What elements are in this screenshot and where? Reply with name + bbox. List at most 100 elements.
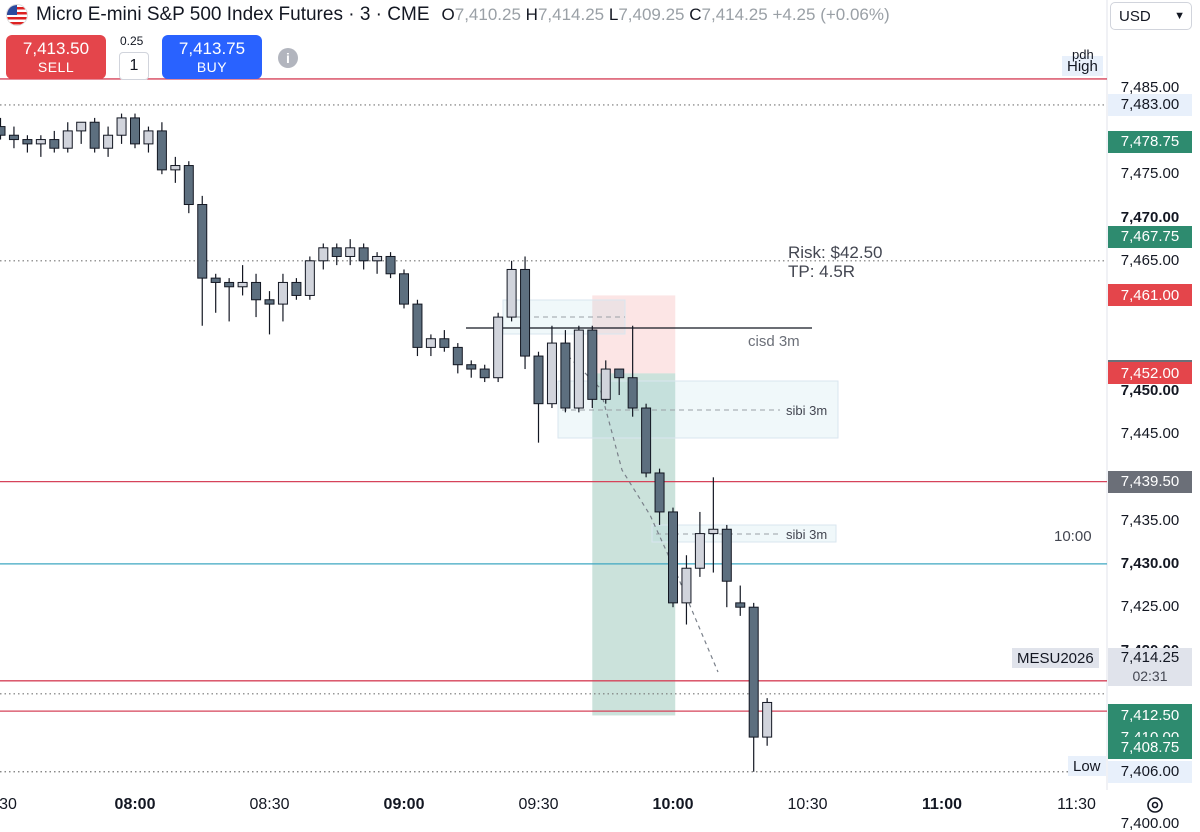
candle-body-44	[587, 329, 598, 400]
candle-body-9	[116, 117, 127, 136]
candle-body-14	[183, 165, 194, 206]
price-tick-label: 7,435.00	[1120, 511, 1180, 529]
gear-icon[interactable]	[1145, 795, 1165, 815]
candle-body-40	[533, 355, 544, 405]
candle-body-56	[748, 606, 759, 738]
price-tag: 7,408.75	[1108, 736, 1192, 759]
last-price: 7,414.25	[1120, 649, 1180, 666]
candle-body-17	[224, 281, 235, 288]
bar-countdown: 02:31	[1132, 668, 1168, 684]
currency-select[interactable]: USD ▼	[1110, 2, 1192, 30]
candle-body-22	[291, 281, 302, 296]
price-tick-label: 7,430.00	[1120, 554, 1180, 572]
candle-body-15	[197, 204, 208, 279]
candle-body-46	[614, 368, 625, 379]
candle-body-3	[35, 139, 46, 145]
price-tick-label: 7,425.00	[1120, 598, 1180, 616]
us-flag-icon	[6, 4, 28, 26]
time-tick-label: 09:00	[383, 796, 425, 813]
candle-body-49	[654, 472, 665, 513]
buy-button[interactable]: 7,413.75 BUY	[162, 35, 262, 79]
candle-body-19	[251, 281, 262, 301]
candle-body-25	[331, 247, 342, 257]
time-marker-label: 10:00	[1054, 528, 1092, 545]
price-tick-label: 7,450.00	[1120, 381, 1180, 399]
symbol-title[interactable]: Micro E-mini S&P 500 Index Futures · 3 ·…	[36, 4, 430, 25]
tick-size: 0.25	[120, 34, 144, 48]
price-tick-label: 7,470.00	[1120, 208, 1180, 226]
candle-body-21	[277, 281, 288, 305]
sibi-label-lower: sibi 3m	[786, 527, 828, 542]
price-tick-label: 7,445.00	[1120, 425, 1180, 442]
price-tag: 7,439.50	[1108, 470, 1192, 493]
candle-body-18	[237, 281, 248, 288]
candle-body-6	[76, 121, 87, 132]
last-price-tag: 7,414.25 02:31	[1108, 648, 1192, 686]
price-tag: 7,483.00	[1108, 93, 1192, 116]
price-tick-label: 7,465.00	[1120, 251, 1180, 269]
candle-body-42	[560, 342, 571, 409]
candle-body-27	[358, 247, 369, 262]
candle-body-26	[345, 247, 356, 257]
time-tick-label: 10:30	[787, 796, 828, 813]
time-tick-label: 10:00	[652, 796, 694, 813]
candle-body-37	[493, 316, 504, 379]
candle-body-12	[156, 130, 167, 171]
take-profit-zone	[592, 373, 676, 716]
quantity-input[interactable]: 1	[119, 52, 149, 80]
price-tick-label: 7,485.00	[1120, 78, 1180, 96]
candle-body-1	[8, 134, 19, 141]
candle-body-5	[62, 130, 73, 149]
symbol-tag: MESU2026	[1012, 648, 1099, 668]
time-tick-label: 08:30	[249, 796, 290, 813]
candle-body-24	[318, 247, 329, 262]
price-tick-label: 7,475.00	[1120, 165, 1180, 183]
time-tick-label: 11:00	[921, 796, 963, 813]
pdh-label: pdh	[1072, 47, 1094, 62]
candle-body-34	[452, 346, 463, 366]
candle-body-39	[520, 268, 531, 357]
chart-header: Micro E-mini S&P 500 Index Futures · 3 ·…	[0, 0, 890, 30]
candle-body-23	[304, 260, 315, 296]
candle-body-31	[412, 303, 423, 348]
candle-body-52	[694, 533, 705, 569]
price-change: +4.25 (+0.06%)	[772, 5, 890, 24]
candle-body-29	[385, 255, 396, 275]
candle-body-30	[399, 273, 409, 305]
candle-body-36	[479, 368, 490, 379]
time-tick-label: 08:00	[114, 796, 156, 813]
candle-body-54	[721, 528, 732, 582]
price-tick-label: 7,400.00	[1120, 814, 1180, 832]
ohlc-values: O7,410.25 H7,414.25 L7,409.25 C7,414.25 …	[441, 5, 890, 24]
time-tick-label: 09:30	[518, 796, 559, 813]
time-tick-label: 11:30	[1057, 796, 1096, 813]
price-tag: 7,406.00	[1108, 760, 1192, 783]
sibi-label-upper: sibi 3m	[786, 403, 828, 418]
candle-body-35	[466, 364, 477, 370]
risk-label: Risk: $42.50	[788, 243, 883, 262]
candle-body-43	[573, 329, 584, 409]
candle-body-47	[627, 377, 638, 409]
candle-body-41	[546, 342, 557, 405]
candle-body-48	[641, 407, 652, 474]
candle-body-55	[735, 602, 746, 608]
price-tag: 7,412.50	[1108, 704, 1192, 727]
info-icon[interactable]: i	[278, 48, 298, 68]
candle-body-57	[762, 701, 773, 738]
candle-body-11	[143, 130, 154, 145]
candle-body-20	[264, 299, 275, 305]
candle-body-13	[170, 165, 181, 171]
price-tag: 7,478.75	[1108, 130, 1192, 153]
candle-body-51	[681, 567, 692, 604]
candle-body-33	[439, 338, 450, 348]
low-label: Low	[1068, 756, 1106, 776]
candle-body-4	[49, 139, 60, 149]
tp-label: TP: 4.5R	[788, 262, 856, 281]
candle-body-38	[506, 268, 517, 318]
candle-body-16	[210, 277, 221, 283]
candle-body-0	[0, 126, 6, 136]
candle-body-53	[708, 528, 719, 535]
sell-button[interactable]: 7,413.50 SELL	[6, 35, 106, 79]
candle-body-7	[89, 121, 100, 149]
